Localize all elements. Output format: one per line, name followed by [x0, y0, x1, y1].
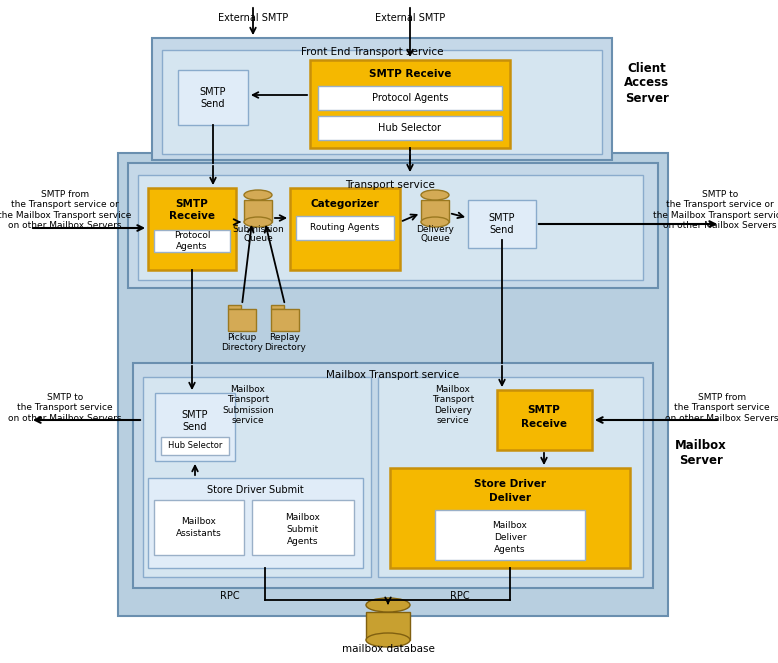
Text: Queue: Queue: [243, 235, 273, 243]
Bar: [228, 305, 240, 309]
Text: Mailbox: Mailbox: [492, 522, 527, 530]
Bar: [128, 163, 658, 288]
Bar: [310, 60, 510, 148]
Bar: [138, 175, 643, 280]
Text: Queue: Queue: [420, 235, 450, 243]
Bar: [366, 612, 410, 640]
Ellipse shape: [244, 190, 272, 200]
Text: Send: Send: [183, 422, 207, 432]
Bar: [252, 500, 354, 555]
Bar: [154, 230, 230, 252]
Bar: [290, 188, 400, 270]
Text: Front End Transport service: Front End Transport service: [301, 47, 443, 57]
Text: Mailbox: Mailbox: [181, 516, 216, 526]
Text: SMTP from
the Transport service or
the Mailbox Transport service
on other Mailbo: SMTP from the Transport service or the M…: [0, 190, 131, 230]
Bar: [162, 50, 602, 154]
Text: External SMTP: External SMTP: [375, 13, 445, 23]
Text: Mailbox Transport service: Mailbox Transport service: [327, 370, 460, 380]
Bar: [271, 305, 284, 309]
Text: Directory: Directory: [221, 343, 263, 353]
Text: Pickup: Pickup: [227, 333, 257, 343]
Text: Hub Selector: Hub Selector: [379, 123, 441, 133]
Text: Transport service: Transport service: [345, 180, 435, 190]
Text: Store Driver: Store Driver: [474, 479, 546, 489]
Text: Mailbox: Mailbox: [286, 514, 321, 522]
Bar: [148, 188, 236, 270]
Text: Protocol
Agents: Protocol Agents: [173, 231, 210, 251]
Text: Assistants: Assistants: [176, 528, 222, 538]
Bar: [161, 437, 229, 455]
Bar: [154, 500, 244, 555]
Text: SMTP: SMTP: [200, 87, 226, 97]
Text: Client
Access
Server: Client Access Server: [625, 62, 670, 105]
Bar: [378, 377, 643, 577]
Text: SMTP to
the Transport service
on other Mailbox Servers: SMTP to the Transport service on other M…: [9, 393, 121, 423]
Text: Replay: Replay: [270, 333, 300, 343]
Text: Receive: Receive: [169, 211, 215, 221]
Text: mailbox database: mailbox database: [342, 644, 434, 654]
Bar: [318, 116, 502, 140]
Text: RPC: RPC: [220, 591, 240, 601]
Bar: [133, 363, 653, 588]
Text: Mailbox
Server: Mailbox Server: [675, 439, 727, 467]
Ellipse shape: [421, 217, 449, 227]
Text: Send: Send: [489, 225, 514, 235]
Text: External SMTP: External SMTP: [218, 13, 288, 23]
Text: SMTP to
the Transport service or
the Mailbox Transport service
on other Mailbox : SMTP to the Transport service or the Mai…: [654, 190, 778, 230]
Bar: [143, 377, 371, 577]
Bar: [318, 86, 502, 110]
Ellipse shape: [366, 598, 410, 612]
Text: Receive: Receive: [521, 419, 567, 429]
Text: Delivery: Delivery: [416, 225, 454, 233]
Text: SMTP: SMTP: [182, 410, 209, 420]
Text: Mailbox
Transport
Delivery
service: Mailbox Transport Delivery service: [432, 385, 474, 425]
Bar: [155, 393, 235, 461]
Text: Hub Selector: Hub Selector: [168, 442, 223, 450]
Bar: [296, 216, 394, 240]
Bar: [271, 309, 299, 331]
Bar: [244, 200, 272, 222]
Text: Deliver: Deliver: [494, 534, 526, 542]
Text: Directory: Directory: [264, 343, 306, 353]
Text: Submit: Submit: [287, 526, 319, 534]
Text: Agents: Agents: [287, 538, 319, 546]
Text: Categorizer: Categorizer: [310, 199, 380, 209]
Text: Store Driver Submit: Store Driver Submit: [207, 485, 303, 495]
Bar: [497, 390, 592, 450]
Text: SMTP: SMTP: [527, 405, 560, 415]
Text: Submission: Submission: [232, 225, 284, 233]
Ellipse shape: [244, 217, 272, 227]
Text: Agents: Agents: [494, 546, 526, 554]
Text: Protocol Agents: Protocol Agents: [372, 93, 448, 103]
Bar: [178, 70, 248, 125]
Text: SMTP: SMTP: [489, 213, 515, 223]
Text: Send: Send: [201, 99, 226, 109]
Bar: [118, 153, 668, 616]
Bar: [228, 309, 256, 331]
Text: Mailbox
Transport
Submission
service: Mailbox Transport Submission service: [223, 385, 274, 425]
Text: RPC: RPC: [450, 591, 470, 601]
Bar: [152, 38, 612, 160]
Bar: [468, 200, 536, 248]
Text: Routing Agents: Routing Agents: [310, 223, 380, 233]
Ellipse shape: [421, 190, 449, 200]
Text: SMTP from
the Transport service
on other Mailbox Servers: SMTP from the Transport service on other…: [665, 393, 778, 423]
Bar: [390, 468, 630, 568]
Text: SMTP: SMTP: [176, 199, 209, 209]
Text: SMTP Receive: SMTP Receive: [369, 69, 451, 79]
Bar: [421, 200, 449, 222]
Text: Deliver: Deliver: [489, 493, 531, 503]
Ellipse shape: [366, 633, 410, 647]
Bar: [148, 478, 363, 568]
Bar: [435, 510, 585, 560]
